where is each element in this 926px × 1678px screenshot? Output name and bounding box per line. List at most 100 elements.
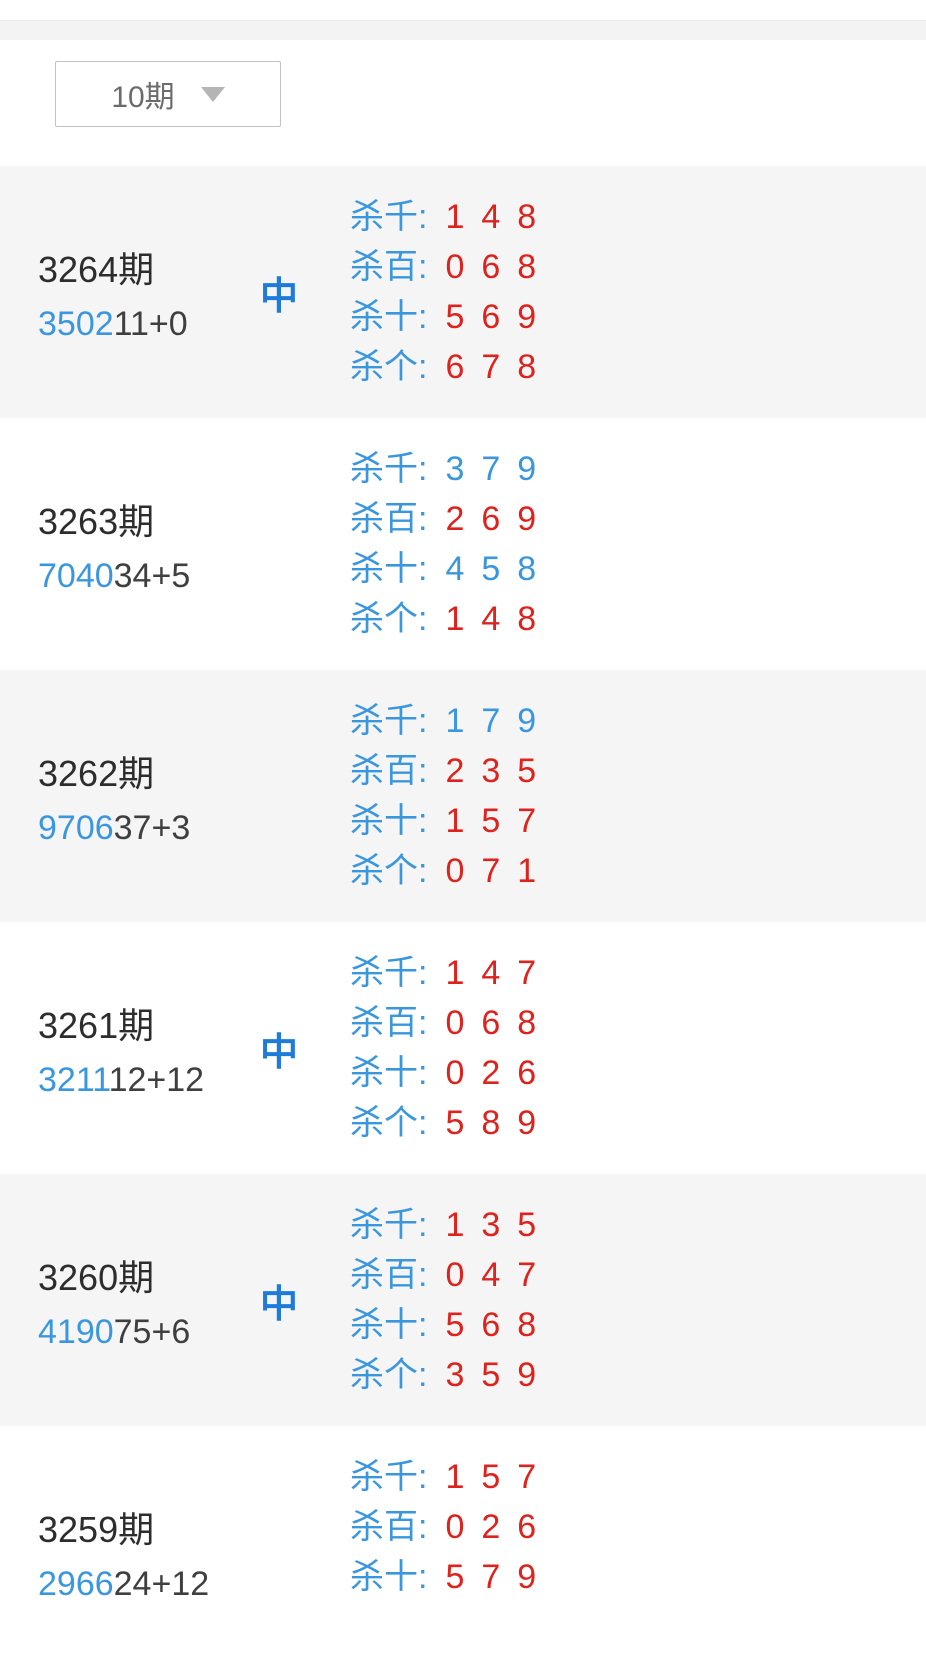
period-block: 3262期 970637+3 杀千: 179 杀百: 235 杀十: 157 杀个: 071: [0, 670, 926, 922]
period-info: 3261期 321112+12: [0, 997, 234, 1100]
period-info: 3263期 704034+5: [0, 493, 234, 596]
period-block: 3264期 350211+0 中 杀千: 148 杀百: 068 杀十: 569 杀个: 67…: [0, 166, 926, 418]
draw-numbers: 970637+3: [38, 809, 234, 848]
kill-row: 杀个: 071: [350, 846, 926, 896]
kill-row: 杀个: 678: [350, 342, 926, 392]
kill-row: 杀千: 157: [350, 1452, 926, 1502]
draw-numbers: 419075+6: [38, 1313, 234, 1352]
kill-row: 杀十: 569: [350, 292, 926, 342]
kill-row: 杀千: 379: [350, 444, 926, 494]
kill-row: 杀千: 148: [350, 192, 926, 242]
kill-value: 568: [445, 1306, 554, 1344]
kill-label: 杀千:: [350, 702, 428, 740]
kill-row: 杀百: 068: [350, 242, 926, 292]
kill-rows: 杀千: 157 杀百: 026 杀十: 579: [324, 1452, 926, 1652]
period-info: 3264期 350211+0: [0, 241, 234, 344]
period-block: 3261期 321112+12 中 杀千: 147 杀百: 068 杀十: 026 杀个: 5…: [0, 922, 926, 1174]
period-number: 3264期: [38, 248, 155, 290]
kill-label: 杀千:: [350, 1206, 428, 1244]
kill-label: 杀百:: [350, 248, 428, 286]
draw-numbers-back: 37+3: [113, 808, 191, 847]
kill-value: 047: [445, 1256, 554, 1294]
kill-label: 杀十:: [350, 1558, 428, 1596]
draw-numbers-front: 9706: [38, 808, 114, 847]
kill-rows: 杀千: 148 杀百: 068 杀十: 569 杀个: 678: [324, 192, 926, 392]
kill-label: 杀个:: [350, 600, 428, 638]
period-info: 3259期 296624+12: [0, 1501, 234, 1604]
kill-row: 杀百: 026: [350, 1502, 926, 1552]
kill-row: 杀十: 568: [350, 1300, 926, 1350]
hit-badge: 中: [259, 275, 298, 318]
kill-label: 杀十:: [350, 298, 428, 336]
kill-value: 269: [445, 500, 554, 538]
kill-rows: 杀千: 135 杀百: 047 杀十: 568 杀个: 359: [324, 1200, 926, 1400]
period-info: 3260期 419075+6: [0, 1249, 234, 1352]
hit-badge: 中: [259, 1283, 298, 1326]
kill-row: 杀十: 157: [350, 796, 926, 846]
draw-numbers: 321112+12: [38, 1061, 234, 1100]
draw-numbers-back: 11+0: [113, 304, 188, 343]
kill-value: 678: [445, 348, 554, 386]
kill-value: 157: [445, 802, 554, 840]
kill-rows: 杀千: 179 杀百: 235 杀十: 157 杀个: 071: [324, 696, 926, 896]
period-list: 3264期 350211+0 中 杀千: 148 杀百: 068 杀十: 569 杀个: 67…: [0, 166, 926, 1678]
kill-label: 杀百:: [350, 1004, 428, 1042]
period-block: 3263期 704034+5 杀千: 379 杀百: 269 杀十: 458 杀个: 148: [0, 418, 926, 670]
period-number: 3261期: [38, 1004, 155, 1046]
kill-row: 杀百: 269: [350, 494, 926, 544]
period-count-value: 10期: [111, 81, 175, 114]
kill-value: 148: [445, 198, 554, 236]
kill-value: 148: [445, 600, 554, 638]
period-number: 3260期: [38, 1256, 155, 1298]
kill-value: 569: [445, 298, 554, 336]
period-info: 3262期 970637+3: [0, 745, 234, 848]
draw-numbers-front: 3211: [38, 1060, 109, 1099]
kill-row: 杀个: 148: [350, 594, 926, 644]
kill-label: 杀百:: [350, 752, 428, 790]
draw-numbers-front: 7040: [38, 556, 114, 595]
kill-label: 杀千:: [350, 954, 428, 992]
kill-value: 359: [445, 1356, 554, 1394]
kill-label: 杀百:: [350, 500, 428, 538]
draw-numbers-front: 2966: [38, 1564, 114, 1603]
kill-value: 147: [445, 954, 554, 992]
kill-value: 589: [445, 1104, 554, 1142]
kill-label: 杀十:: [350, 802, 428, 840]
period-count-dropdown[interactable]: 10期: [55, 61, 281, 127]
draw-numbers-front: 4190: [38, 1312, 114, 1351]
kill-label: 杀十:: [350, 1306, 428, 1344]
kill-rows: 杀千: 147 杀百: 068 杀十: 026 杀个: 589: [324, 948, 926, 1148]
kill-value: 179: [445, 702, 554, 740]
draw-numbers: 350211+0: [38, 305, 234, 344]
kill-row: 杀百: 068: [350, 998, 926, 1048]
period-number: 3263期: [38, 500, 155, 542]
kill-row: 杀个: 589: [350, 1098, 926, 1148]
kill-value: 071: [445, 852, 554, 890]
kill-label: 杀个:: [350, 1356, 428, 1394]
draw-numbers-back: 75+6: [113, 1312, 191, 1351]
kill-row: 杀千: 147: [350, 948, 926, 998]
kill-label: 杀百:: [350, 1508, 428, 1546]
kill-rows: 杀千: 379 杀百: 269 杀十: 458 杀个: 148: [324, 444, 926, 644]
kill-label: 杀个:: [350, 1104, 428, 1142]
period-block: 3260期 419075+6 中 杀千: 135 杀百: 047 杀十: 568 杀个: 35…: [0, 1174, 926, 1426]
period-block: 3259期 296624+12 杀千: 157 杀百: 026 杀十: 579: [0, 1426, 926, 1678]
kill-value: 026: [445, 1054, 554, 1092]
kill-value: 068: [445, 248, 554, 286]
kill-row: 杀十: 458: [350, 544, 926, 594]
draw-numbers: 296624+12: [38, 1565, 234, 1604]
kill-row: 杀个: 359: [350, 1350, 926, 1400]
top-spacer: [0, 0, 926, 20]
section-divider-strip: [0, 20, 926, 40]
kill-label: 杀百:: [350, 1256, 428, 1294]
kill-row: 杀百: 235: [350, 746, 926, 796]
kill-value: 026: [445, 1508, 554, 1546]
chevron-down-icon: [200, 86, 225, 102]
kill-row: 杀千: 179: [350, 696, 926, 746]
draw-numbers-front: 3502: [38, 304, 114, 343]
kill-value: 458: [445, 550, 554, 588]
period-number: 3259期: [38, 1508, 155, 1550]
kill-value: 235: [445, 752, 554, 790]
kill-label: 杀个:: [350, 852, 428, 890]
hit-badge: 中: [259, 1031, 298, 1074]
